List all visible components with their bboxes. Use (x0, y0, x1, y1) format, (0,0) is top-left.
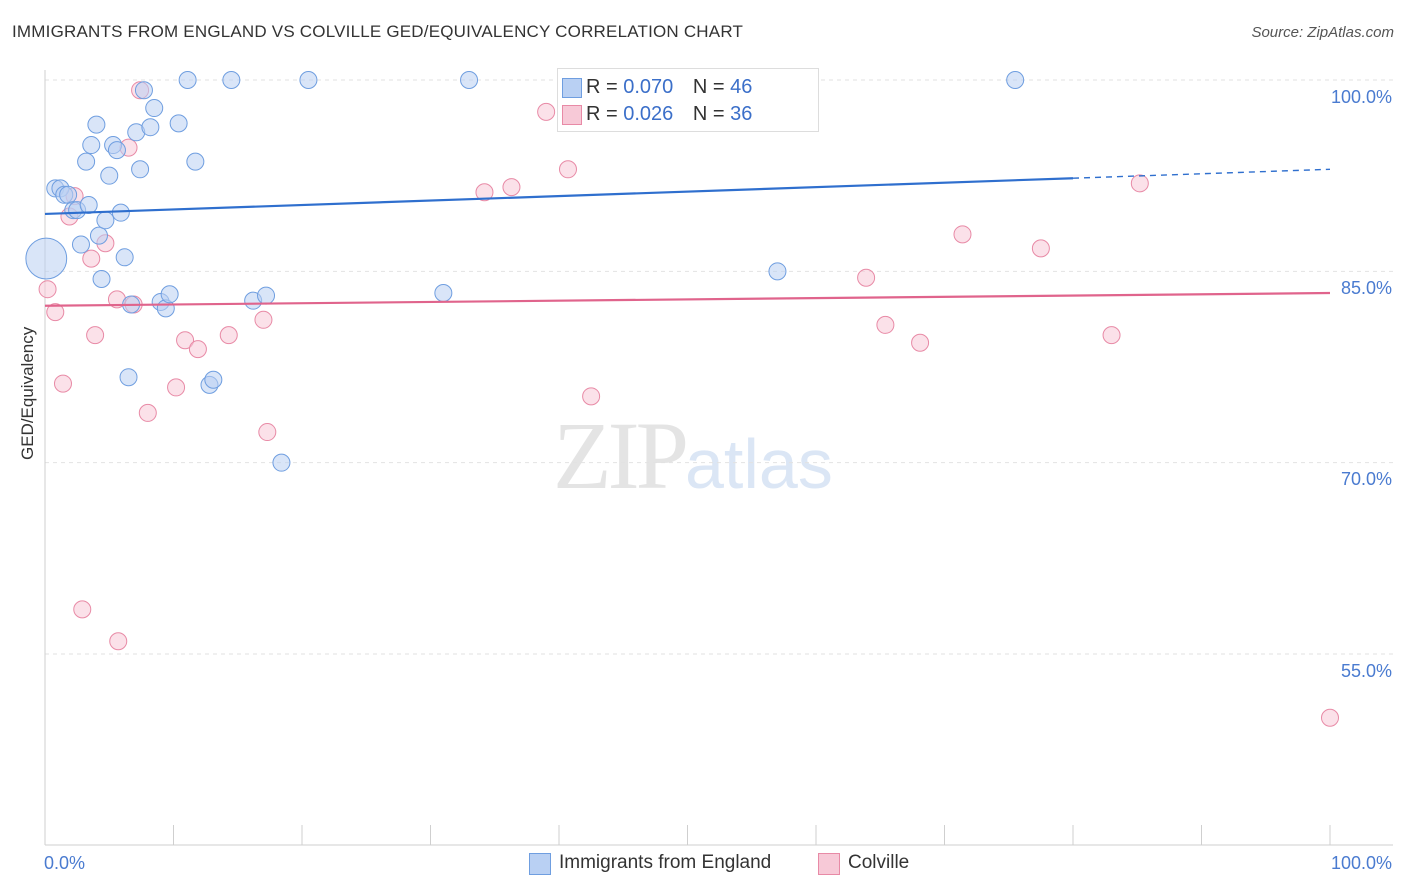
england-point (768, 262, 787, 281)
legend-n-england: 46 (730, 76, 753, 98)
stats-legend: R = 0.070 N = 46 R = 0.026 N = 36 (557, 68, 819, 132)
colville-point (953, 225, 972, 244)
england-point (204, 370, 223, 389)
england-point (257, 286, 276, 305)
chart-source: Source: ZipAtlas.com (1251, 24, 1394, 41)
legend-r-colville: 0.026 (623, 103, 674, 125)
england-point (134, 81, 153, 100)
y-tick-100: 100.0% (1330, 87, 1392, 107)
legend-r-label: R = (586, 76, 618, 98)
bottom-legend-swatch-colville (818, 853, 840, 875)
bottom-legend-swatch-england (529, 853, 551, 875)
england-point (82, 136, 101, 155)
colville-point (1130, 174, 1149, 193)
colville-point (258, 423, 277, 442)
colville-point (188, 340, 207, 359)
y-tick-85: 85.0% (1340, 278, 1392, 298)
england-point (178, 71, 197, 89)
colville-point (219, 326, 238, 345)
colville-point (1321, 708, 1339, 727)
england-point (92, 269, 111, 288)
colville-point (537, 102, 556, 121)
colville-trend-line (44, 291, 1331, 307)
england-point (111, 203, 130, 222)
y-tick-55: 55.0% (1340, 661, 1392, 681)
colville-point (502, 178, 521, 197)
colville-point (53, 374, 72, 393)
bottom-legend-label-colville: Colville (848, 852, 910, 873)
legend-row-england: R = 0.070 N = 46 (562, 76, 753, 99)
colville-point (38, 280, 57, 299)
colville-point (1031, 239, 1050, 258)
england-point (222, 71, 241, 89)
england-point (434, 284, 453, 303)
colville-point (46, 303, 65, 322)
england-point (71, 235, 90, 254)
england-point (107, 141, 126, 160)
legend-r-england: 0.070 (623, 76, 674, 98)
england-points (25, 71, 1025, 472)
colville-point (86, 326, 105, 345)
england-trend-line (44, 177, 1074, 216)
england-point (89, 226, 108, 245)
england-point (79, 196, 98, 215)
england-point (145, 99, 164, 118)
legend-r-label: R = (586, 103, 618, 125)
colville-point (475, 183, 494, 202)
colville-point (138, 403, 157, 422)
x-tick-0: 0.0% (44, 853, 86, 873)
england-point (115, 248, 134, 267)
colville-point (254, 310, 273, 329)
colville-point (582, 387, 601, 406)
legend-n-label: N = (692, 103, 725, 125)
colville-point (176, 331, 195, 350)
england-point (299, 71, 318, 89)
bottom-legend-colville: Colville (818, 852, 910, 875)
colville-point (73, 600, 92, 619)
england-point (169, 114, 188, 133)
england-point (1006, 71, 1025, 89)
colville-point (167, 378, 186, 397)
england-point (59, 185, 78, 204)
legend-swatch-england (562, 78, 582, 98)
y-axis-label: GED/Equivalency (18, 326, 37, 460)
watermark: ZIPatlas (553, 400, 833, 511)
axes (44, 70, 1393, 846)
colville-point (911, 333, 930, 352)
colville-point (1102, 326, 1121, 345)
legend-swatch-colville (562, 105, 582, 125)
england-point (87, 115, 106, 134)
england-trend-extension (1072, 168, 1331, 179)
y-tick-70: 70.0% (1340, 469, 1392, 489)
colville-point (857, 268, 876, 287)
colville-point (82, 249, 101, 268)
watermark-zip: ZIP (553, 402, 689, 509)
colville-point (876, 315, 895, 334)
england-point (141, 118, 160, 137)
colville-point (558, 160, 577, 179)
grid-lines (45, 79, 1393, 655)
england-point (186, 152, 205, 171)
england-point (460, 71, 479, 89)
trend-lines (44, 168, 1331, 307)
colville-point (109, 632, 128, 651)
england-point (272, 453, 291, 472)
england-point (119, 368, 138, 387)
legend-n-label: N = (692, 76, 725, 98)
legend-n-colville: 36 (730, 103, 753, 125)
england-point (77, 152, 96, 171)
x-tick-100: 100.0% (1330, 853, 1392, 873)
watermark-atlas: atlas (685, 425, 833, 503)
england-point (160, 285, 179, 304)
legend-row-colville: R = 0.026 N = 36 (562, 103, 753, 126)
england-point (100, 166, 119, 185)
bottom-legend-england: Immigrants from England (529, 852, 772, 875)
chart-title: IMMIGRANTS FROM ENGLAND VS COLVILLE GED/… (12, 22, 744, 41)
england-point (25, 237, 68, 280)
england-point (96, 211, 115, 230)
bottom-legend-label-england: Immigrants from England (559, 852, 772, 873)
england-point (131, 160, 150, 179)
colville-points (38, 71, 1339, 727)
